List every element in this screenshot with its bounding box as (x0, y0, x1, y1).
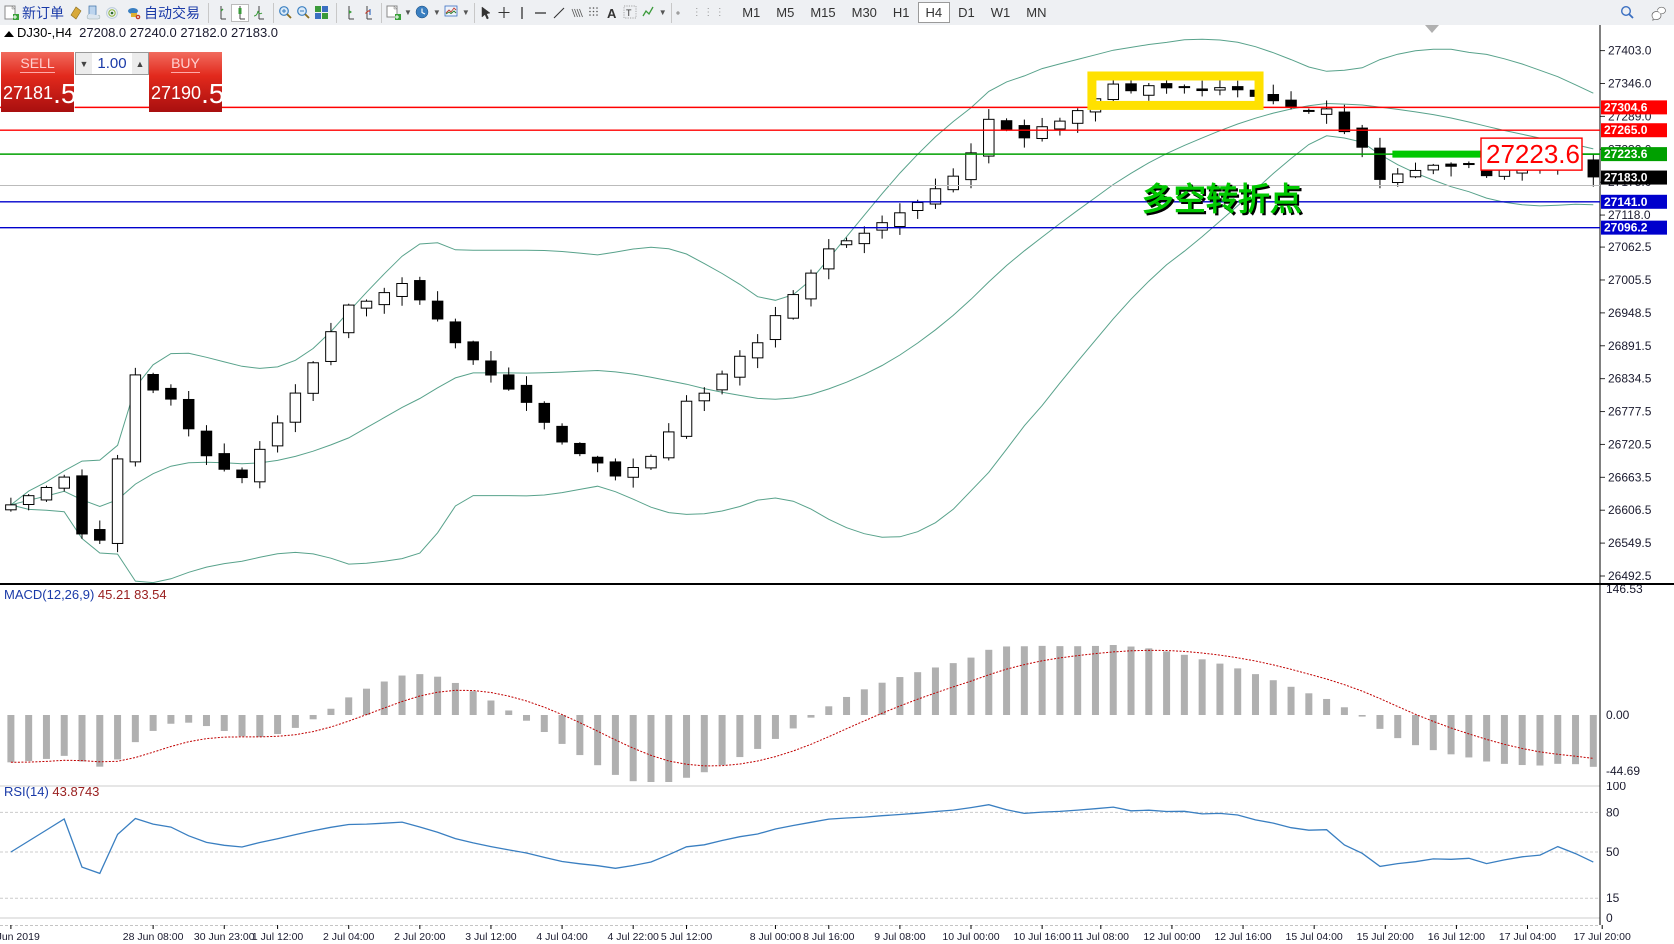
svg-text:A: A (607, 6, 617, 21)
svg-text:T: T (626, 8, 632, 18)
svg-text:26606.5: 26606.5 (1608, 503, 1652, 517)
svg-text:50: 50 (1606, 845, 1620, 859)
svg-text:10 Jul 00:00: 10 Jul 00:00 (942, 931, 999, 943)
svg-text:27304.6: 27304.6 (1604, 100, 1648, 114)
svg-text:100: 100 (1606, 782, 1626, 793)
svg-text:10 Jul 16:00: 10 Jul 16:00 (1014, 931, 1071, 943)
svg-text:146.53: 146.53 (1606, 585, 1643, 596)
svg-text:11 Jul 08:00: 11 Jul 08:00 (1073, 931, 1130, 943)
svg-text:26834.5: 26834.5 (1608, 372, 1652, 386)
svg-text:12 Jul 16:00: 12 Jul 16:00 (1214, 931, 1271, 943)
svg-text:80: 80 (1606, 805, 1620, 819)
svg-text:15 Jul 20:00: 15 Jul 20:00 (1357, 931, 1414, 943)
svg-text:27265.0: 27265.0 (1604, 123, 1648, 137)
svg-text:8 Jul 16:00: 8 Jul 16:00 (803, 931, 855, 943)
svg-text:27096.2: 27096.2 (1604, 221, 1648, 235)
svg-text:17 Jul 20:00: 17 Jul 20:00 (1574, 931, 1631, 943)
svg-text:1 Jul 12:00: 1 Jul 12:00 (252, 931, 304, 943)
svg-text:28 Jun 08:00: 28 Jun 08:00 (123, 931, 184, 943)
svg-text:16 Jul 12:00: 16 Jul 12:00 (1428, 931, 1485, 943)
svg-text:2 Jul 04:00: 2 Jul 04:00 (323, 931, 375, 943)
svg-text:5 Jul 12:00: 5 Jul 12:00 (661, 931, 713, 943)
svg-text:15: 15 (1606, 891, 1620, 905)
svg-text:27223.6: 27223.6 (1604, 147, 1648, 161)
svg-text:0.00: 0.00 (1606, 708, 1630, 722)
svg-text:27005.5: 27005.5 (1608, 273, 1652, 287)
svg-text:9 Jul 08:00: 9 Jul 08:00 (874, 931, 926, 943)
svg-text:4 Jul 22:00: 4 Jul 22:00 (608, 931, 660, 943)
svg-text:27223.6: 27223.6 (1486, 139, 1580, 169)
svg-text:0: 0 (1606, 911, 1613, 925)
svg-text:8 Jul 00:00: 8 Jul 00:00 (750, 931, 802, 943)
svg-text:26492.5: 26492.5 (1608, 569, 1652, 583)
svg-text:12 Jul 00:00: 12 Jul 00:00 (1143, 931, 1200, 943)
svg-text:27183.0: 27183.0 (1604, 171, 1648, 185)
svg-text:26720.5: 26720.5 (1608, 437, 1652, 451)
svg-text:26777.5: 26777.5 (1608, 405, 1652, 419)
svg-text:27403.0: 27403.0 (1608, 44, 1652, 58)
svg-text:26549.5: 26549.5 (1608, 536, 1652, 550)
svg-text:26663.5: 26663.5 (1608, 470, 1652, 484)
svg-text:4 Jul 04:00: 4 Jul 04:00 (536, 931, 588, 943)
svg-text:27062.5: 27062.5 (1608, 240, 1652, 254)
svg-text:3 Jul 12:00: 3 Jul 12:00 (465, 931, 517, 943)
svg-text:15 Jul 04:00: 15 Jul 04:00 (1286, 931, 1343, 943)
svg-text:27346.0: 27346.0 (1608, 76, 1652, 90)
svg-text:26948.5: 26948.5 (1608, 306, 1652, 320)
svg-text:26891.5: 26891.5 (1608, 339, 1652, 353)
svg-text:多空转折点: 多空转折点 (1142, 181, 1302, 217)
svg-text:30 Jun 23:00: 30 Jun 23:00 (194, 931, 255, 943)
svg-text:-44.69: -44.69 (1606, 764, 1640, 778)
svg-text:27 Jun 2019: 27 Jun 2019 (0, 931, 40, 943)
svg-text:27141.0: 27141.0 (1604, 195, 1648, 209)
svg-text:2 Jul 20:00: 2 Jul 20:00 (394, 931, 446, 943)
svg-text:17 Jul 04:00: 17 Jul 04:00 (1499, 931, 1556, 943)
